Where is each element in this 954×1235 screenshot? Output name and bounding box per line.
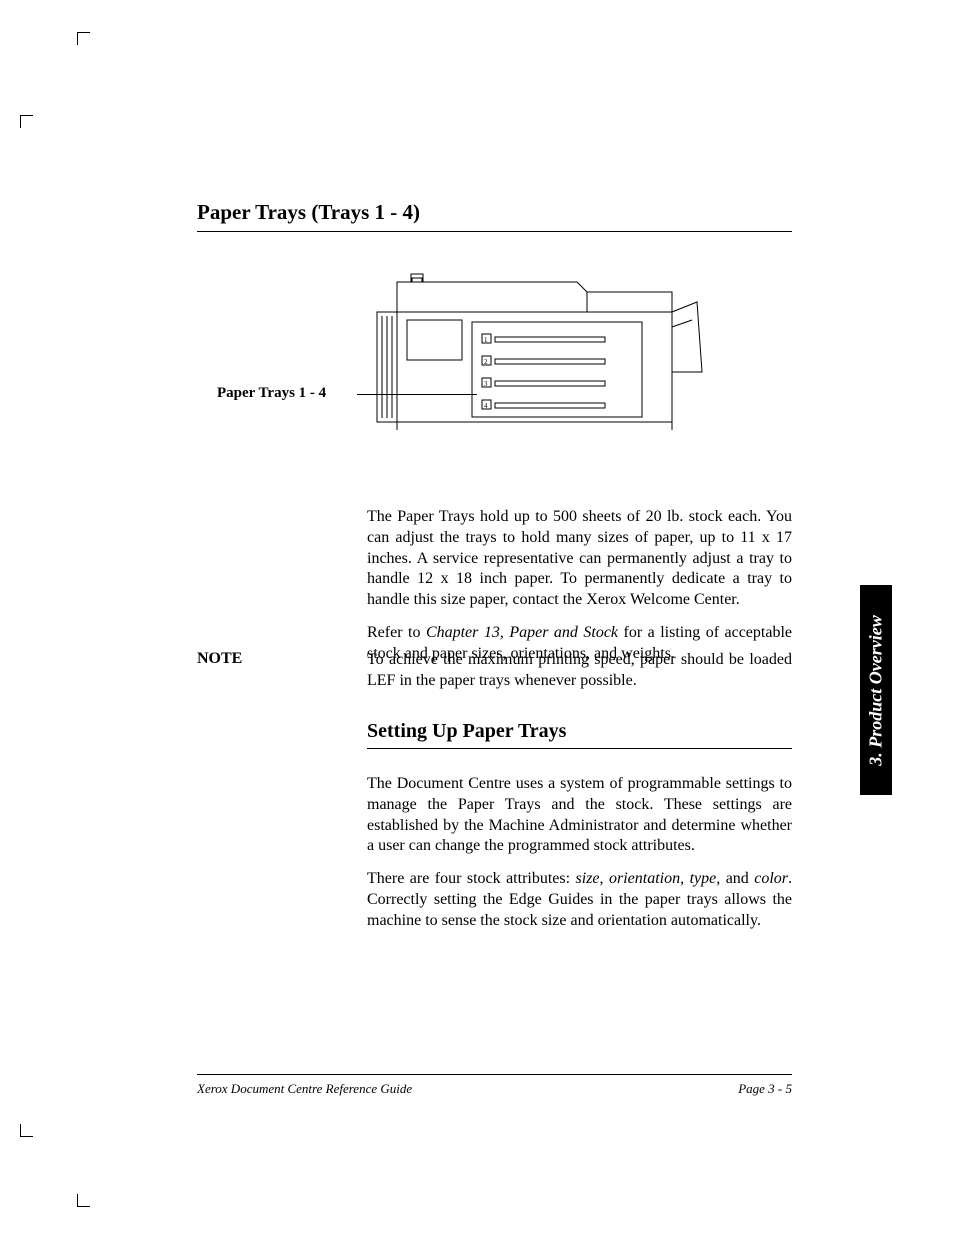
note-body: To achieve the maximum printing speed, p… xyxy=(367,650,792,692)
svg-text:2: 2 xyxy=(484,358,488,366)
crop-mark xyxy=(20,115,33,128)
attr-term: type, xyxy=(690,870,721,887)
text-run: , xyxy=(600,870,609,887)
cross-reference: Chapter 13, Paper and Stock xyxy=(426,624,618,641)
attr-term: size xyxy=(576,870,600,887)
printer-figure: Paper Trays 1 - 4 xyxy=(197,272,792,452)
body-paragraph: There are four stock attributes: size, o… xyxy=(367,869,792,931)
footer-left: Xerox Document Centre Reference Guide xyxy=(197,1081,412,1097)
crop-mark xyxy=(77,32,90,45)
footer-right: Page 3 - 5 xyxy=(738,1081,792,1097)
svg-text:3: 3 xyxy=(484,380,488,388)
attr-term: color xyxy=(754,870,788,887)
svg-text:1: 1 xyxy=(484,336,488,344)
text-run: Refer to xyxy=(367,624,426,641)
printer-illustration: 1 2 3 4 xyxy=(357,272,717,437)
page-footer: Xerox Document Centre Reference Guide Pa… xyxy=(197,1074,792,1097)
text-run: There are four stock attributes: xyxy=(367,870,576,887)
crop-mark xyxy=(77,1194,90,1207)
text-run: , xyxy=(680,870,689,887)
chapter-thumb-label: 3. Product Overview xyxy=(866,615,887,765)
section-heading: Paper Trays (Trays 1 - 4) xyxy=(197,200,792,232)
attr-term: orientation xyxy=(609,870,680,887)
body-paragraph: The Paper Trays hold up to 500 sheets of… xyxy=(367,507,792,611)
svg-text:4: 4 xyxy=(484,402,488,410)
crop-mark xyxy=(20,1124,33,1137)
figure-callout-label: Paper Trays 1 - 4 xyxy=(217,385,326,402)
chapter-thumb-tab: 3. Product Overview xyxy=(860,585,892,795)
body-paragraph: The Document Centre uses a system of pro… xyxy=(367,774,792,857)
note-label: NOTE xyxy=(197,650,242,668)
subsection-heading: Setting Up Paper Trays xyxy=(367,720,792,749)
text-run: and xyxy=(720,870,754,887)
